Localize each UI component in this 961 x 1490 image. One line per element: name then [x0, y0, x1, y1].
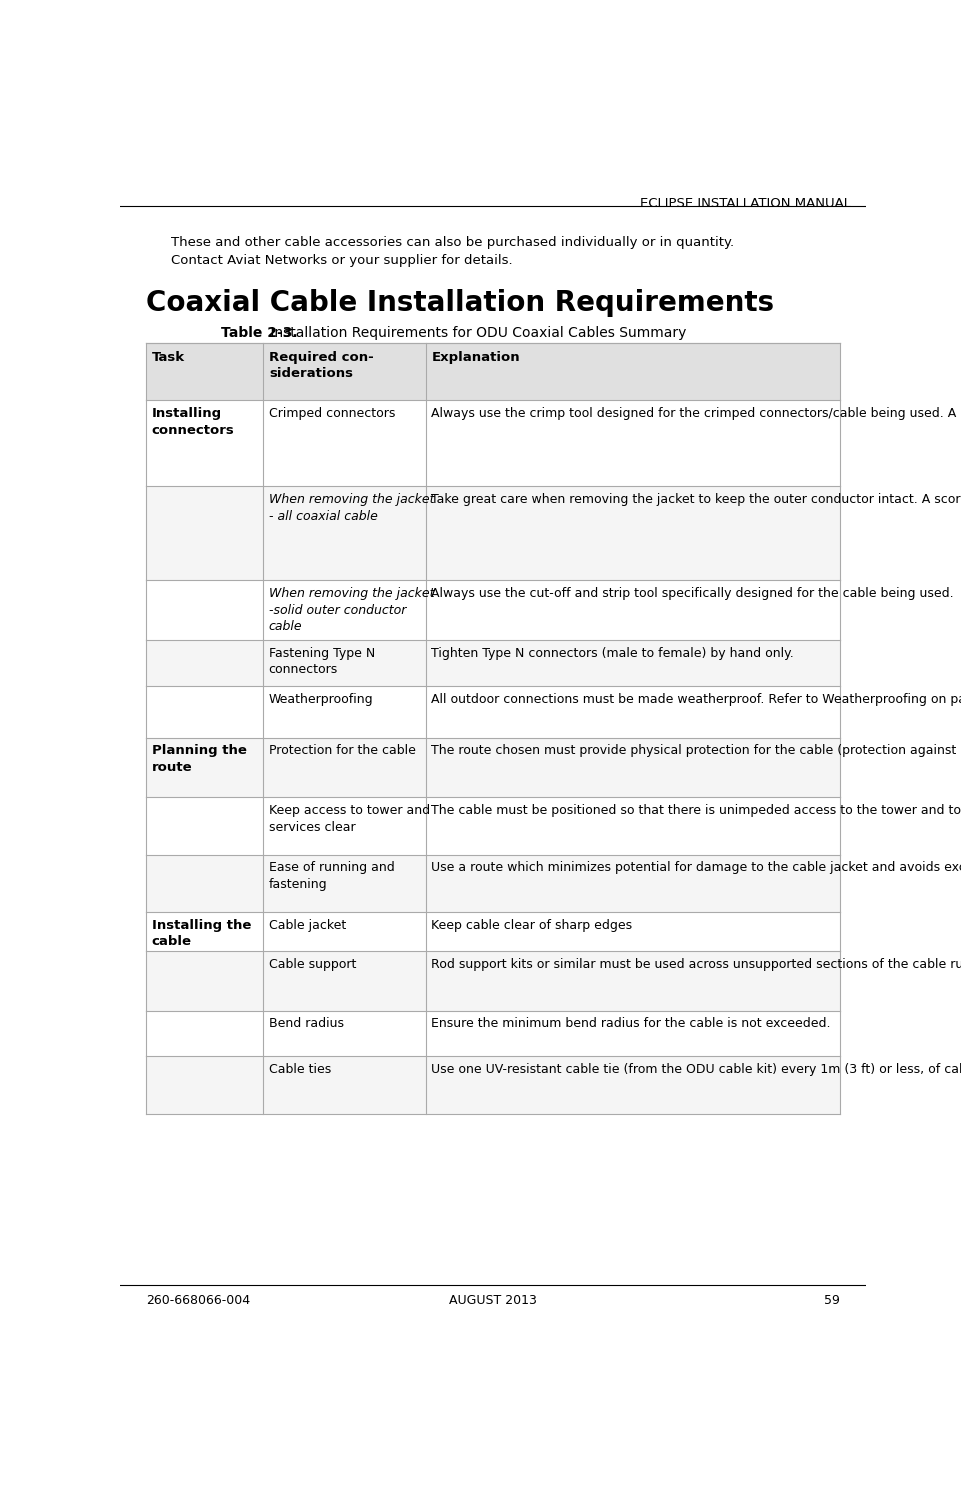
- Text: Crimped connectors: Crimped connectors: [268, 407, 395, 420]
- Text: Bend radius: Bend radius: [268, 1018, 343, 1031]
- Text: These and other cable accessories can also be purchased individually or in quant: These and other cable accessories can al…: [171, 235, 733, 267]
- Bar: [146, 580, 839, 641]
- Text: Keep cable clear of sharp edges: Keep cable clear of sharp edges: [431, 919, 631, 931]
- Text: Cable ties: Cable ties: [268, 1064, 331, 1076]
- Text: Explanation: Explanation: [431, 352, 520, 364]
- Text: 59: 59: [823, 1293, 839, 1307]
- Bar: [146, 641, 839, 685]
- Text: When removing the jacket
-solid outer conductor
cable: When removing the jacket -solid outer co…: [268, 587, 433, 633]
- Text: Fastening Type N
connectors: Fastening Type N connectors: [268, 647, 375, 676]
- Text: The cable must be positioned so that there is unimpeded access to the tower and : The cable must be positioned so that the…: [431, 805, 961, 817]
- Bar: [146, 343, 839, 401]
- Text: All outdoor connections must be made weatherproof. Refer to Weatherproofing on p: All outdoor connections must be made wea…: [431, 693, 961, 706]
- Bar: [146, 797, 839, 855]
- Bar: [146, 1010, 839, 1056]
- Text: Task: Task: [152, 352, 185, 364]
- Bar: [146, 1056, 839, 1115]
- Text: Coaxial Cable Installation Requirements: Coaxial Cable Installation Requirements: [146, 289, 774, 317]
- Text: Table 2-3.: Table 2-3.: [221, 326, 297, 340]
- Text: Use a route which minimizes potential for damage to the cable jacket and avoids : Use a route which minimizes potential fo…: [431, 861, 961, 875]
- Text: Keep access to tower and
services clear: Keep access to tower and services clear: [268, 805, 430, 833]
- Bar: [146, 401, 839, 486]
- Text: Installing
connectors: Installing connectors: [152, 407, 234, 437]
- Text: Always use the crimp tool designed for the crimped connectors/cable being used. : Always use the crimp tool designed for t…: [431, 407, 961, 420]
- Text: Installation Requirements for ODU Coaxial Cables Summary: Installation Requirements for ODU Coaxia…: [266, 326, 686, 340]
- Text: Planning the
route: Planning the route: [152, 745, 246, 773]
- Bar: [146, 486, 839, 580]
- Text: Cable jacket: Cable jacket: [268, 919, 346, 931]
- Text: Rod support kits or similar must be used across unsupported sections of the cabl: Rod support kits or similar must be used…: [431, 958, 961, 971]
- Text: Ease of running and
fastening: Ease of running and fastening: [268, 861, 394, 891]
- Text: AUGUST 2013: AUGUST 2013: [449, 1293, 536, 1307]
- Text: Cable support: Cable support: [268, 958, 356, 971]
- Text: When removing the jacket
- all coaxial cable: When removing the jacket - all coaxial c…: [268, 493, 433, 523]
- Bar: [146, 855, 839, 912]
- Text: Ensure the minimum bend radius for the cable is not exceeded.: Ensure the minimum bend radius for the c…: [431, 1018, 829, 1031]
- Text: Tighten Type N connectors (male to female) by hand only.: Tighten Type N connectors (male to femal…: [431, 647, 793, 660]
- Text: Required con-
siderations: Required con- siderations: [269, 352, 374, 380]
- Text: Weatherproofing: Weatherproofing: [268, 693, 373, 706]
- Bar: [146, 951, 839, 1010]
- Text: ECLIPSE INSTALLATION MANUAL: ECLIPSE INSTALLATION MANUAL: [639, 197, 850, 210]
- Text: Use one UV-resistant cable tie (from the ODU cable kit) every 1m (3 ft) or less,: Use one UV-resistant cable tie (from the…: [431, 1064, 961, 1076]
- Bar: [146, 912, 839, 951]
- Text: 260-668066-004: 260-668066-004: [146, 1293, 250, 1307]
- Text: Protection for the cable: Protection for the cable: [268, 745, 415, 757]
- Text: Installing the
cable: Installing the cable: [152, 919, 251, 948]
- Text: Take great care when removing the jacket to keep the outer conductor intact. A s: Take great care when removing the jacket…: [431, 493, 961, 507]
- Bar: [146, 738, 839, 797]
- Text: Always use the cut-off and strip tool specifically designed for the cable being : Always use the cut-off and strip tool sp…: [431, 587, 952, 600]
- Bar: [146, 685, 839, 738]
- Text: The route chosen must provide physical protection for the cable (protection agai: The route chosen must provide physical p…: [431, 745, 961, 757]
